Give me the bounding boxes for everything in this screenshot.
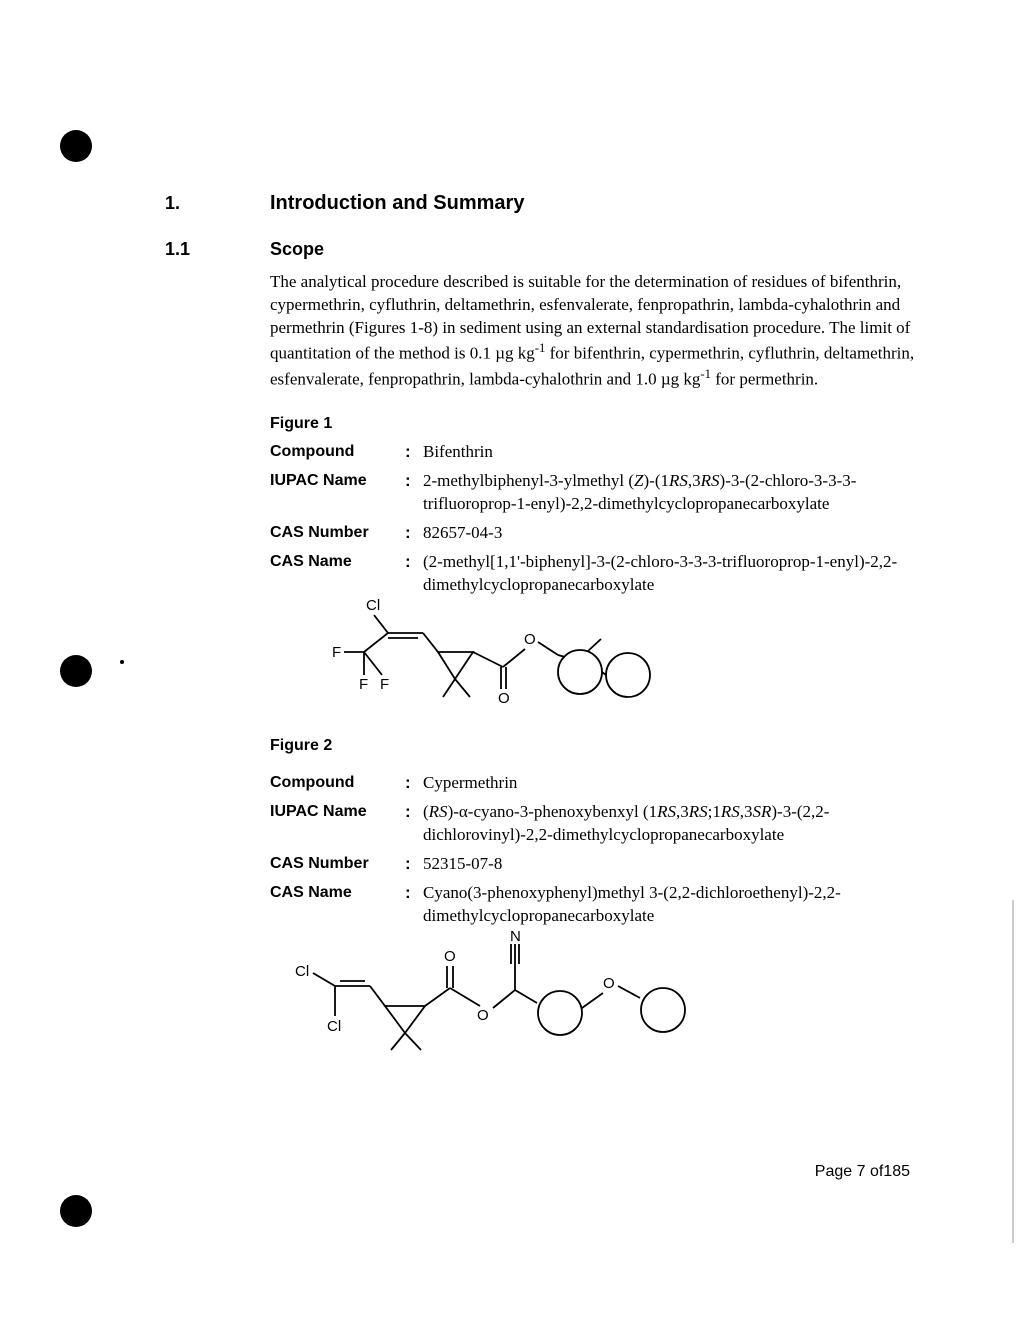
- def-label: IUPAC Name: [270, 470, 405, 516]
- subsection-title: Scope: [270, 237, 324, 261]
- colon-icon: :: [405, 470, 423, 516]
- def-label: CAS Name: [270, 551, 405, 597]
- section-number: 1.: [165, 191, 270, 215]
- colon-icon: :: [405, 772, 423, 795]
- figure2-cas-number: CAS Number : 52315-07-8: [270, 853, 920, 876]
- figure2-title: Figure 2: [270, 735, 920, 757]
- def-label: CAS Number: [270, 853, 405, 876]
- svg-text:O: O: [603, 975, 615, 992]
- figure1-title: Figure 1: [270, 413, 920, 435]
- def-value: (RS)-α-cyano-3-phenoxybenxyl (1RS,3RS;1R…: [423, 801, 920, 847]
- subsection-number: 1.1: [165, 237, 270, 261]
- def-label: Compound: [270, 441, 405, 464]
- scope-paragraph: The analytical procedure described is su…: [270, 271, 920, 391]
- colon-icon: :: [405, 522, 423, 545]
- figure2-compound: Compound : Cypermethrin: [270, 772, 920, 795]
- def-label: CAS Number: [270, 522, 405, 545]
- colon-icon: :: [405, 882, 423, 928]
- def-value: Cyano(3-phenoxyphenyl)methyl 3-(2,2-dich…: [423, 882, 920, 928]
- def-label: CAS Name: [270, 882, 405, 928]
- def-value: 82657-04-3: [423, 522, 920, 545]
- page-number: Page 7 of185: [815, 1161, 910, 1183]
- svg-text:F: F: [332, 644, 341, 661]
- svg-text:O: O: [524, 631, 536, 648]
- svg-text:Cl: Cl: [295, 963, 309, 980]
- svg-text:O: O: [444, 948, 456, 965]
- figure1-cas-name: CAS Name : (2-methyl[1,1'-biphenyl]-3-(2…: [270, 551, 920, 597]
- svg-text:N: N: [510, 928, 521, 945]
- svg-text:F: F: [359, 676, 368, 693]
- figure1-cas-number: CAS Number : 82657-04-3: [270, 522, 920, 545]
- svg-text:O: O: [477, 1007, 489, 1024]
- svg-text:O: O: [498, 690, 510, 707]
- subsection-heading: 1.1 Scope: [165, 237, 920, 261]
- colon-icon: :: [405, 801, 423, 847]
- def-value: (2-methyl[1,1'-biphenyl]-3-(2-chloro-3-3…: [423, 551, 920, 597]
- figure1-iupac: IUPAC Name : 2-methylbiphenyl-3-ylmethyl…: [270, 470, 920, 516]
- svg-text:Cl: Cl: [366, 597, 380, 614]
- def-value: Bifenthrin: [423, 441, 920, 464]
- svg-text:F: F: [380, 676, 389, 693]
- scan-bottom-edge: — — — — — — — — — —: [30, 1300, 1000, 1301]
- colon-icon: :: [405, 441, 423, 464]
- def-label: IUPAC Name: [270, 801, 405, 847]
- colon-icon: :: [405, 853, 423, 876]
- svg-text:Cl: Cl: [327, 1018, 341, 1035]
- section-heading: 1. Introduction and Summary: [165, 190, 920, 217]
- figure1-compound: Compound : Bifenthrin: [270, 441, 920, 464]
- figure1-structure: Cl F F F: [318, 597, 920, 727]
- figure2-cas-name: CAS Name : Cyano(3-phenoxyphenyl)methyl …: [270, 882, 920, 928]
- figure2-structure: Cl Cl O O: [285, 928, 920, 1068]
- def-label: Compound: [270, 772, 405, 795]
- def-value: Cypermethrin: [423, 772, 920, 795]
- def-value: 52315-07-8: [423, 853, 920, 876]
- def-value: 2-methylbiphenyl-3-ylmethyl (Z)-(1RS,3RS…: [423, 470, 920, 516]
- figure2-iupac: IUPAC Name : (RS)-α-cyano-3-phenoxybenxy…: [270, 801, 920, 847]
- section-title: Introduction and Summary: [270, 190, 524, 217]
- colon-icon: :: [405, 551, 423, 597]
